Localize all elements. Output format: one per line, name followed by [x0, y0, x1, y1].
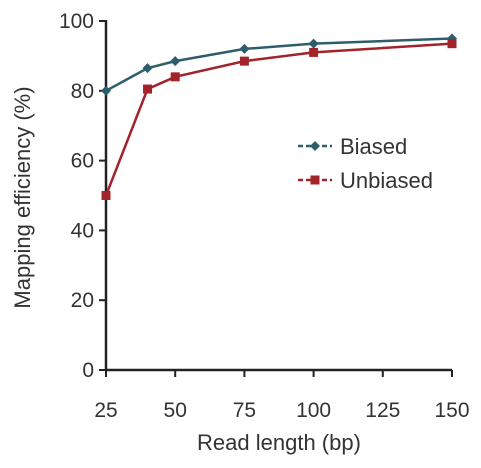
x-tick-label: 125 [365, 399, 400, 422]
series-unbiased [101, 39, 457, 200]
x-tick-label: 50 [164, 399, 187, 422]
legend-marker-unbiased [310, 175, 320, 185]
y-tick-label: 80 [71, 80, 94, 103]
legend-label-biased: Biased [340, 134, 407, 159]
data-point-unbiased [447, 39, 457, 49]
y-tick-label: 20 [71, 289, 94, 312]
data-point-biased [142, 63, 153, 74]
legend-item-biased: Biased [298, 134, 407, 159]
y-tick-label: 0 [82, 359, 94, 382]
y-tick-label: 100 [59, 10, 94, 33]
series-layer [101, 33, 457, 200]
data-point-unbiased [143, 84, 153, 94]
legend-marker-biased [310, 141, 320, 151]
x-axis-title: Read length (bp) [197, 430, 361, 455]
series-biased [101, 33, 457, 96]
x-tick-label: 100 [296, 399, 331, 422]
data-point-unbiased [239, 56, 249, 66]
data-point-biased [308, 38, 319, 49]
data-point-unbiased [170, 72, 180, 82]
x-tick-label: 150 [434, 399, 469, 422]
x-axis-ticks: 25 50 75 100 125 150 [94, 370, 470, 422]
y-tick-label: 40 [71, 219, 94, 242]
legend-item-unbiased: Unbiased [298, 168, 433, 193]
x-tick-label: 25 [94, 399, 117, 422]
data-point-unbiased [101, 191, 111, 200]
y-axis-ticks: 0 20 40 60 80 100 [59, 10, 106, 382]
data-point-biased [170, 56, 181, 67]
series-line-unbiased [104, 42, 453, 196]
x-tick-label: 75 [233, 399, 256, 422]
y-axis-title: Mapping efficiency (%) [10, 86, 35, 308]
series-line-biased [105, 37, 453, 92]
legend: Biased Unbiased [298, 134, 433, 193]
data-point-biased [101, 85, 111, 96]
data-point-unbiased [309, 47, 319, 57]
y-tick-label: 60 [71, 150, 94, 173]
legend-label-unbiased: Unbiased [340, 168, 433, 193]
data-point-biased [239, 43, 250, 54]
